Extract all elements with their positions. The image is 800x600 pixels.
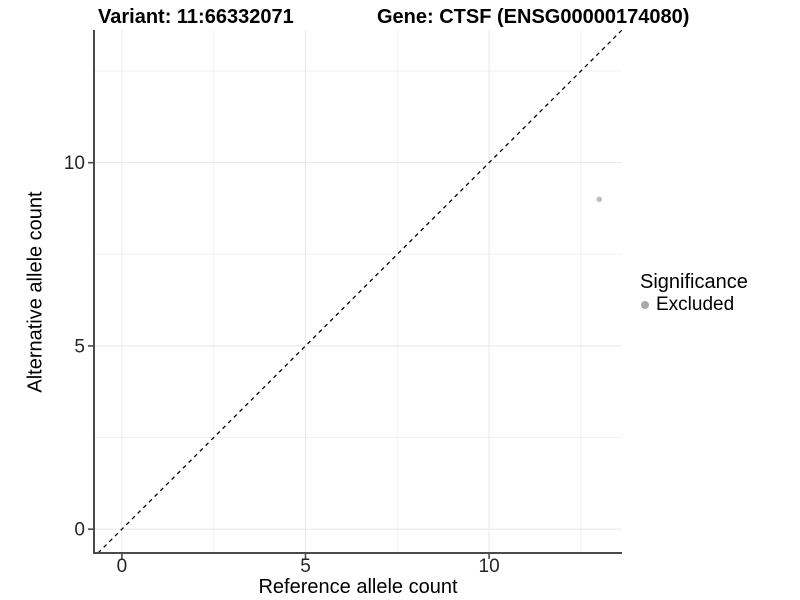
x-axis-title: Reference allele count [258, 576, 458, 598]
major-gridlines [94, 30, 622, 553]
data-point [596, 196, 603, 203]
data-points [596, 196, 603, 203]
plot-title: Variant: 11:66332071 Gene: CTSF (ENSG000… [0, 5, 800, 31]
y-tick-label: 5 [74, 336, 85, 357]
tick-marks [88, 161, 490, 559]
variant-title: Variant: 11:66332071 [98, 6, 294, 28]
legend-title: Significance [640, 271, 748, 293]
legend-item-label: Excluded [656, 294, 735, 315]
y-tick-label: 10 [64, 153, 85, 174]
axis-lines [93, 30, 622, 554]
legend-key-dot-icon [641, 301, 649, 309]
x-tick-label: 0 [117, 556, 128, 577]
legend-item: Excluded [638, 294, 748, 316]
identity-line-group [97, 30, 622, 553]
gene-title: Gene: CTSF (ENSG00000174080) [377, 6, 690, 28]
x-tick-label: 5 [300, 556, 311, 577]
y-axis-title: Alternative allele count [24, 191, 47, 393]
legend: Significance Excluded [638, 270, 748, 316]
tick-labels: 0 5 10 0 5 10 [64, 153, 500, 577]
x-tick-label: 10 [479, 556, 500, 577]
y-tick-label: 0 [74, 520, 85, 541]
minor-gridlines [94, 30, 622, 553]
identity-line [97, 30, 622, 553]
legend-items: Excluded [638, 294, 748, 316]
